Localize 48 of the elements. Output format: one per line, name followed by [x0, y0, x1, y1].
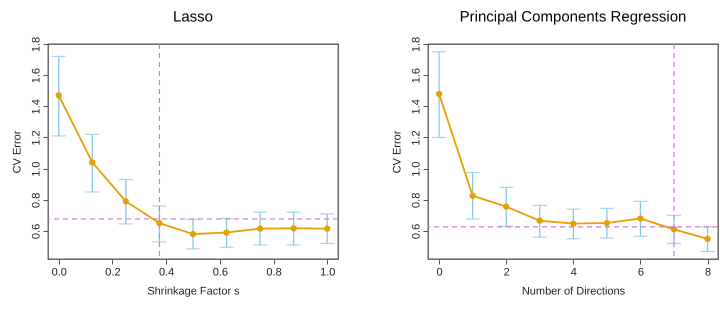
x-tick-label: 0.8 — [266, 266, 282, 278]
point — [536, 218, 543, 224]
x-axis-title: Shrinkage Factor s — [147, 286, 240, 298]
y-tick-label: 1.2 — [30, 130, 42, 146]
y-axis-title: CV Error — [392, 130, 404, 174]
x-tick-label: 6 — [638, 266, 644, 278]
chart-title: Lasso — [172, 8, 214, 26]
point — [190, 230, 196, 238]
y-tick-label: 0.8 — [30, 192, 42, 208]
point — [436, 90, 442, 98]
point — [570, 220, 576, 227]
point — [604, 220, 610, 226]
point — [704, 236, 711, 242]
point — [122, 198, 130, 205]
x-tick-label: 0.0 — [52, 266, 67, 278]
x-axis-title: Number of Directions — [522, 286, 626, 298]
y-axis-title: CV Error — [12, 130, 24, 174]
y-tick-label: 1.2 — [410, 130, 422, 146]
y-tick-label: 1.6 — [30, 68, 42, 84]
point — [56, 92, 62, 99]
x-tick-label: 1.0 — [320, 266, 336, 278]
x-tick-label: 0.6 — [212, 266, 228, 278]
x-tick-label: 8 — [705, 266, 712, 278]
point — [503, 203, 510, 210]
point — [156, 220, 163, 226]
point — [223, 229, 230, 236]
y-tick-label: 1.8 — [410, 36, 422, 52]
y-tick-label: 1.8 — [30, 36, 42, 52]
point — [637, 215, 644, 222]
y-tick-label: 1.4 — [410, 99, 422, 114]
y-tick-label: 0.6 — [410, 224, 422, 240]
point — [324, 225, 330, 232]
x-tick-label: 4 — [570, 266, 577, 278]
y-tick-label: 1.4 — [30, 99, 42, 114]
point — [89, 159, 96, 166]
x-tick-label: 0 — [436, 266, 443, 278]
y-tick-label: 0.8 — [410, 192, 422, 208]
y-tick-label: 1.0 — [30, 161, 42, 177]
point — [290, 225, 297, 232]
point — [469, 192, 476, 199]
y-tick-label: 1.0 — [410, 161, 422, 177]
y-tick-label: 1.6 — [410, 68, 422, 84]
x-tick-label: 2 — [504, 266, 510, 278]
x-tick-label: 0.2 — [105, 266, 121, 278]
chart-title: Principal Components Regression — [460, 8, 686, 26]
point — [256, 225, 264, 232]
y-tick-label: 0.6 — [30, 224, 42, 240]
x-tick-label: 0.4 — [159, 266, 174, 278]
